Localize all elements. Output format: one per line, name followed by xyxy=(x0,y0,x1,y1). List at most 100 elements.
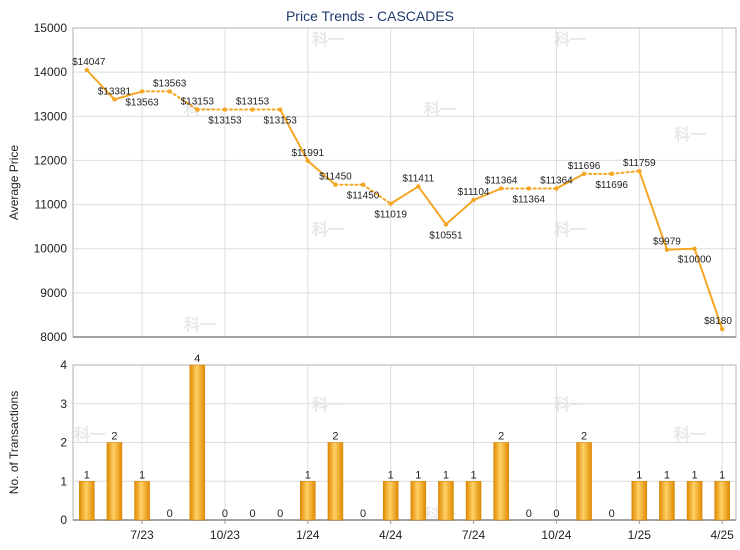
transaction-bar xyxy=(300,481,316,521)
transaction-count-label: 2 xyxy=(111,431,117,443)
transaction-bar xyxy=(327,442,344,521)
price-line-segment xyxy=(113,90,144,101)
price-line-segment xyxy=(555,172,586,190)
price-data-label: $10000 xyxy=(678,255,712,266)
transaction-count-label: 0 xyxy=(553,508,559,520)
price-line-segment xyxy=(638,170,668,251)
transaction-count-label: 2 xyxy=(332,431,338,443)
price-data-label: $13563 xyxy=(153,78,187,89)
price-line-segment xyxy=(610,170,641,175)
x-tick-label: 1/25 xyxy=(628,528,652,542)
price-data-label: $13153 xyxy=(181,97,215,108)
price-y-tick-label: 14000 xyxy=(34,65,68,79)
price-line-segment xyxy=(665,247,696,251)
price-line-segment xyxy=(693,247,724,331)
transaction-count-label: 1 xyxy=(443,469,449,481)
price-data-label: $11450 xyxy=(319,172,352,183)
transaction-bar xyxy=(631,481,648,521)
price-y-tick-label: 9000 xyxy=(40,286,67,300)
transactions-plot-frame xyxy=(72,364,737,521)
chart-title: Price Trends - CASCADES xyxy=(286,8,454,24)
price-point xyxy=(609,171,614,177)
transaction-count-label: 1 xyxy=(84,469,90,481)
transactions-y-axis-label: No. of Transactions xyxy=(7,391,21,494)
watermark-text: 科一 xyxy=(554,395,586,414)
x-tick-label: 10/24 xyxy=(541,528,571,542)
watermark-text: 科一 xyxy=(312,30,344,49)
transactions-y-tick-label: 0 xyxy=(60,513,67,527)
transaction-count-label: 4 xyxy=(194,353,200,365)
transaction-bar xyxy=(493,442,509,521)
price-data-label: $11759 xyxy=(623,158,656,169)
transaction-count-label: 1 xyxy=(305,469,311,481)
x-axis-ticks: 7/23 10/23 1/24 4/24 7/24 10/24 1/25 4/25 xyxy=(130,520,734,542)
price-data-label: $11696 xyxy=(568,161,601,172)
price-y-tick-label: 8000 xyxy=(40,330,67,344)
watermark-text: 科一 xyxy=(554,30,586,49)
transaction-bar xyxy=(714,481,730,521)
price-line-segment xyxy=(306,159,337,186)
transactions-y-ticks: 0 1 2 3 4 xyxy=(60,358,67,527)
x-tick-label: 4/25 xyxy=(711,528,735,542)
price-y-tick-label: 13000 xyxy=(34,109,68,123)
transaction-count-label: 0 xyxy=(222,508,228,520)
price-data-label: $10551 xyxy=(429,230,463,241)
transaction-bar xyxy=(134,481,150,521)
transaction-count-label: 0 xyxy=(526,508,532,520)
x-tick-label: 10/23 xyxy=(210,528,240,542)
price-point xyxy=(637,168,642,174)
price-point xyxy=(388,201,393,206)
watermark-text: 科一 xyxy=(74,425,106,444)
transaction-count-label: 0 xyxy=(277,508,283,520)
transaction-bar xyxy=(659,481,675,521)
price-data-labels: $14047$13381$13563$13563$13153$13153$131… xyxy=(72,57,732,327)
price-y-ticks: 8000 9000 10000 11000 12000 13000 14000 15000 xyxy=(34,21,68,344)
price-point xyxy=(692,246,697,251)
price-point xyxy=(167,89,172,94)
transaction-bar xyxy=(438,481,454,521)
price-data-label: $11364 xyxy=(485,176,518,187)
price-line-segment xyxy=(168,90,199,111)
price-data-label: $13153 xyxy=(208,116,242,127)
watermark-text: 科一 xyxy=(554,220,586,239)
transaction-bar xyxy=(106,442,123,521)
price-line-segment xyxy=(472,187,503,201)
price-data-label: $9979 xyxy=(653,237,681,248)
transaction-bar xyxy=(410,481,427,521)
transaction-bar xyxy=(465,481,482,521)
price-point xyxy=(719,326,725,332)
price-y-tick-label: 15000 xyxy=(34,21,68,35)
transaction-count-label: 1 xyxy=(692,469,698,481)
transaction-count-label: 1 xyxy=(636,469,642,481)
transaction-count-label: 1 xyxy=(415,469,421,481)
transaction-bar xyxy=(576,442,592,521)
price-data-label: $11019 xyxy=(374,210,407,221)
price-y-tick-label: 11000 xyxy=(35,198,68,212)
price-data-label: $14047 xyxy=(72,57,106,68)
transaction-count-label: 0 xyxy=(609,508,615,520)
price-data-label: $11991 xyxy=(291,148,324,159)
transaction-bar xyxy=(686,481,703,521)
price-line-segment xyxy=(417,185,447,226)
price-data-label: $11450 xyxy=(347,191,380,202)
price-point xyxy=(139,89,145,94)
price-data-label: $13563 xyxy=(125,97,159,108)
price-point xyxy=(84,67,90,73)
transaction-count-label: 2 xyxy=(581,431,587,443)
watermark-text: 科一 xyxy=(312,395,344,414)
transaction-count-label: 1 xyxy=(664,469,670,481)
transactions-y-tick-label: 1 xyxy=(60,474,67,488)
price-line-segment xyxy=(389,185,420,205)
price-point xyxy=(360,182,366,187)
x-tick-label: 7/23 xyxy=(130,528,154,542)
price-point xyxy=(250,107,255,112)
price-data-label: $13153 xyxy=(264,116,298,127)
transaction-count-label: 1 xyxy=(139,469,145,481)
transactions-y-tick-label: 3 xyxy=(60,397,67,411)
transactions-y-tick-label: 2 xyxy=(60,436,67,450)
price-point xyxy=(112,97,117,102)
transaction-count-label: 1 xyxy=(471,469,477,481)
price-line-segment xyxy=(85,69,116,101)
price-point xyxy=(195,107,200,112)
